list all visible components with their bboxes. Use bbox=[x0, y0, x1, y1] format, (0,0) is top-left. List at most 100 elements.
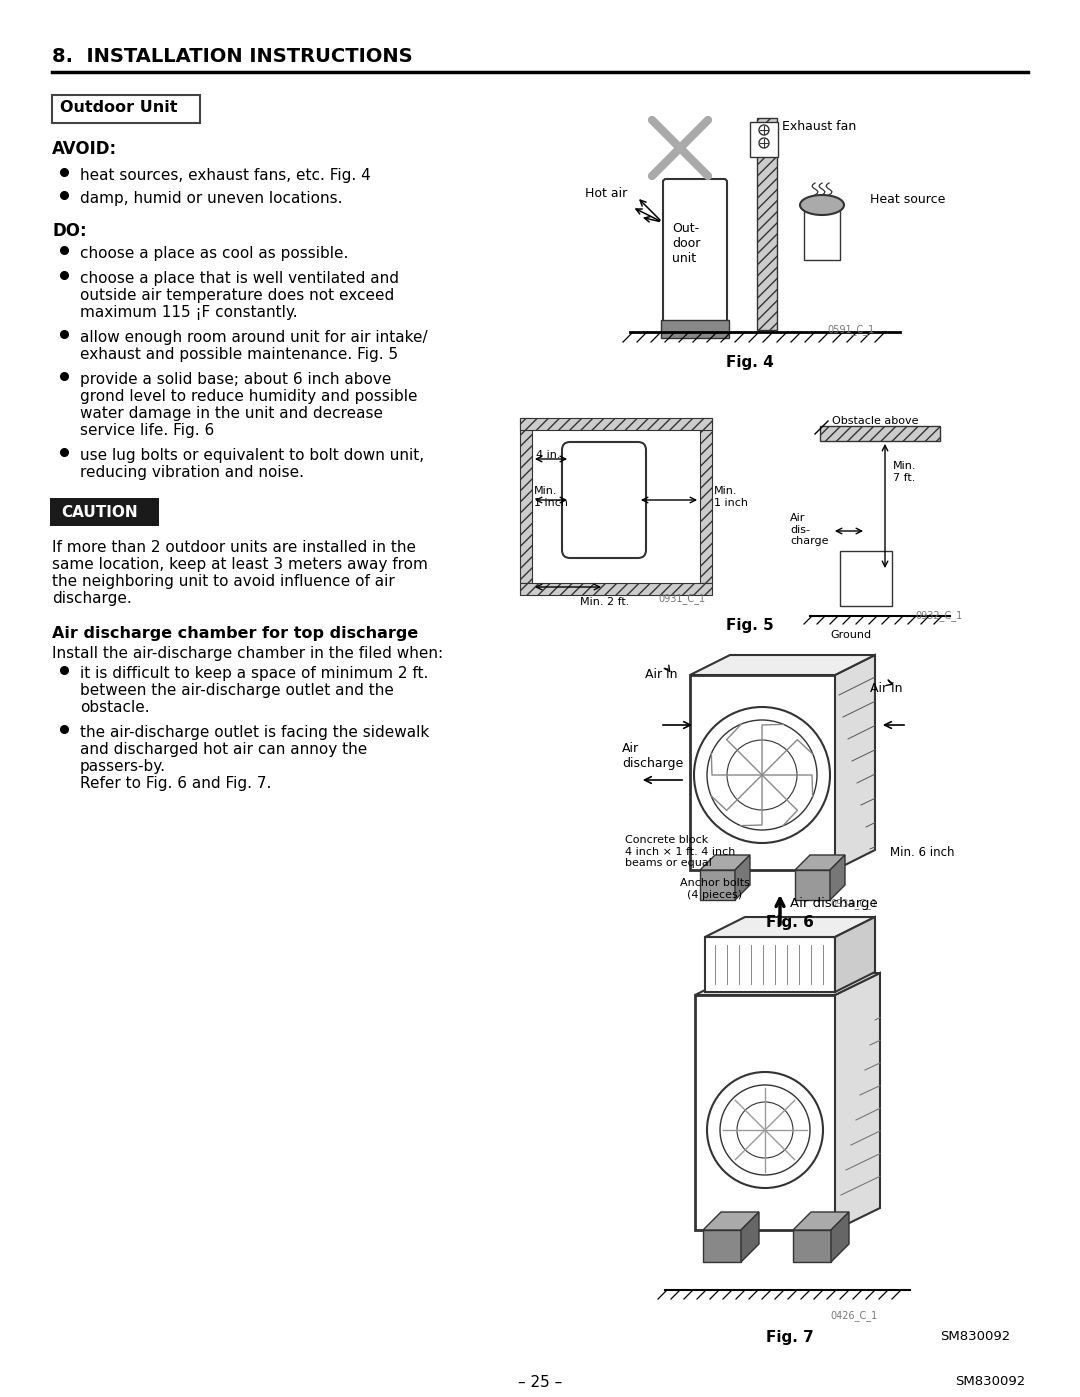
Polygon shape bbox=[831, 855, 845, 900]
Bar bbox=[840, 550, 892, 606]
Bar bbox=[750, 122, 778, 156]
Text: Min. 6 inch: Min. 6 inch bbox=[890, 847, 955, 859]
Polygon shape bbox=[741, 1213, 759, 1261]
Bar bbox=[705, 937, 835, 992]
Text: 8.  INSTALLATION INSTRUCTIONS: 8. INSTALLATION INSTRUCTIONS bbox=[52, 47, 413, 66]
Bar bbox=[519, 418, 712, 430]
Text: 0591_C_1: 0591_C_1 bbox=[827, 324, 875, 335]
Text: DO:: DO: bbox=[52, 222, 86, 240]
Bar bbox=[696, 995, 835, 1229]
Polygon shape bbox=[690, 655, 875, 675]
Text: 0426_C_1: 0426_C_1 bbox=[831, 1310, 877, 1322]
Text: exhaust and possible maintenance. Fig. 5: exhaust and possible maintenance. Fig. 5 bbox=[80, 346, 399, 362]
Polygon shape bbox=[835, 655, 875, 870]
Polygon shape bbox=[735, 855, 750, 900]
Text: water damage in the unit and decrease: water damage in the unit and decrease bbox=[80, 407, 383, 420]
Circle shape bbox=[707, 1071, 823, 1187]
Text: discharge.: discharge. bbox=[52, 591, 132, 606]
Circle shape bbox=[694, 707, 831, 842]
Polygon shape bbox=[793, 1213, 849, 1229]
Polygon shape bbox=[835, 972, 880, 1229]
Text: maximum 115 ¡F constantly.: maximum 115 ¡F constantly. bbox=[80, 305, 298, 320]
Bar bbox=[519, 418, 532, 583]
Text: 4 in.: 4 in. bbox=[536, 450, 561, 460]
Text: Outdoor Unit: Outdoor Unit bbox=[60, 101, 177, 115]
Text: reducing vibration and noise.: reducing vibration and noise. bbox=[80, 465, 303, 481]
Bar bbox=[690, 675, 835, 870]
Bar bbox=[519, 583, 712, 595]
Text: provide a solid base; about 6 inch above: provide a solid base; about 6 inch above bbox=[80, 372, 391, 387]
Ellipse shape bbox=[800, 196, 843, 215]
Text: Ground: Ground bbox=[831, 630, 872, 640]
Polygon shape bbox=[835, 916, 875, 992]
Text: Out-
door
unit: Out- door unit bbox=[672, 222, 700, 265]
Polygon shape bbox=[696, 972, 880, 995]
Text: use lug bolts or equivalent to bolt down unit,: use lug bolts or equivalent to bolt down… bbox=[80, 448, 424, 462]
Text: Obstacle above: Obstacle above bbox=[832, 416, 918, 426]
FancyBboxPatch shape bbox=[562, 441, 646, 557]
Text: Fig. 7: Fig. 7 bbox=[766, 1330, 814, 1345]
Text: 0932_C_1: 0932_C_1 bbox=[915, 610, 962, 620]
Text: outside air temperature does not exceed: outside air temperature does not exceed bbox=[80, 288, 394, 303]
Text: choose a place as cool as possible.: choose a place as cool as possible. bbox=[80, 246, 349, 261]
Text: Min.
1 inch: Min. 1 inch bbox=[714, 486, 748, 507]
Polygon shape bbox=[703, 1213, 759, 1229]
Text: – 25 –: – 25 – bbox=[518, 1375, 562, 1390]
Text: Air in: Air in bbox=[870, 682, 903, 694]
Text: allow enough room around unit for air intake/: allow enough room around unit for air in… bbox=[80, 330, 428, 345]
Bar bbox=[757, 117, 777, 330]
Text: service life. Fig. 6: service life. Fig. 6 bbox=[80, 423, 214, 439]
Circle shape bbox=[759, 124, 769, 136]
Text: Min.
7 ft.: Min. 7 ft. bbox=[893, 461, 917, 482]
Text: Air discharge chamber for top discharge: Air discharge chamber for top discharge bbox=[52, 626, 418, 641]
Text: it is difficult to keep a space of minimum 2 ft.: it is difficult to keep a space of minim… bbox=[80, 666, 429, 680]
Circle shape bbox=[737, 1102, 793, 1158]
Text: Concrete block
4 inch × 1 ft. 4 inch
beams or equal: Concrete block 4 inch × 1 ft. 4 inch bea… bbox=[625, 835, 735, 868]
Polygon shape bbox=[700, 855, 750, 870]
Circle shape bbox=[720, 1085, 810, 1175]
FancyBboxPatch shape bbox=[663, 179, 727, 323]
Text: Air
dis-
charge: Air dis- charge bbox=[789, 513, 828, 546]
Text: Air discharge: Air discharge bbox=[789, 897, 878, 909]
Text: Min. 2 ft.: Min. 2 ft. bbox=[580, 597, 630, 608]
Text: the air-discharge outlet is facing the sidewalk: the air-discharge outlet is facing the s… bbox=[80, 725, 429, 740]
Text: Hot air: Hot air bbox=[585, 187, 627, 200]
Bar bbox=[703, 1229, 741, 1261]
Text: choose a place that is well ventilated and: choose a place that is well ventilated a… bbox=[80, 271, 399, 286]
Text: SM830092: SM830092 bbox=[955, 1375, 1025, 1389]
Text: CAUTION: CAUTION bbox=[60, 504, 137, 520]
Text: and discharged hot air can annoy the: and discharged hot air can annoy the bbox=[80, 742, 367, 757]
Text: Fig. 4: Fig. 4 bbox=[726, 355, 774, 370]
Text: the neighboring unit to avoid influence of air: the neighboring unit to avoid influence … bbox=[52, 574, 395, 590]
Text: same location, keep at least 3 meters away from: same location, keep at least 3 meters aw… bbox=[52, 557, 428, 571]
Text: 0931_C_1: 0931_C_1 bbox=[658, 592, 705, 604]
Bar bbox=[661, 320, 729, 338]
Text: 0934_C_1: 0934_C_1 bbox=[831, 898, 877, 909]
Text: Refer to Fig. 6 and Fig. 7.: Refer to Fig. 6 and Fig. 7. bbox=[80, 775, 271, 791]
Text: between the air-discharge outlet and the: between the air-discharge outlet and the bbox=[80, 683, 394, 698]
Text: grond level to reduce humidity and possible: grond level to reduce humidity and possi… bbox=[80, 388, 418, 404]
Bar bbox=[793, 1229, 831, 1261]
Bar bbox=[795, 870, 831, 900]
Polygon shape bbox=[820, 426, 940, 441]
Text: Air
discharge: Air discharge bbox=[622, 742, 684, 770]
Bar bbox=[700, 870, 735, 900]
Text: damp, humid or uneven locations.: damp, humid or uneven locations. bbox=[80, 191, 342, 205]
Bar bbox=[52, 95, 200, 123]
Text: If more than 2 outdoor units are installed in the: If more than 2 outdoor units are install… bbox=[52, 541, 416, 555]
Text: Fig. 5: Fig. 5 bbox=[726, 617, 774, 633]
Text: AVOID:: AVOID: bbox=[52, 140, 117, 158]
Polygon shape bbox=[831, 1213, 849, 1261]
Text: Install the air-discharge chamber in the filed when:: Install the air-discharge chamber in the… bbox=[52, 645, 443, 661]
Text: SM830092: SM830092 bbox=[940, 1330, 1010, 1343]
Text: Heat source: Heat source bbox=[870, 193, 945, 205]
Circle shape bbox=[727, 740, 797, 810]
Circle shape bbox=[759, 138, 769, 148]
Bar bbox=[700, 418, 712, 583]
Text: Exhaust fan: Exhaust fan bbox=[782, 120, 856, 133]
Text: Fig. 6: Fig. 6 bbox=[766, 915, 814, 930]
Bar bbox=[804, 205, 840, 260]
Polygon shape bbox=[705, 916, 875, 937]
Text: heat sources, exhaust fans, etc. Fig. 4: heat sources, exhaust fans, etc. Fig. 4 bbox=[80, 168, 370, 183]
Text: passers-by.: passers-by. bbox=[80, 759, 166, 774]
